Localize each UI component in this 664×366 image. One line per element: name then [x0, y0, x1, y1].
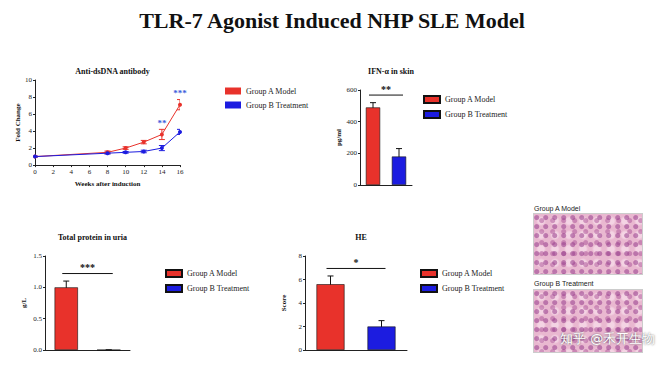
svg-text:Weeks after induction: Weeks after induction	[75, 180, 141, 188]
svg-text:Group A Model: Group A Model	[442, 269, 493, 278]
svg-text:Anti-dsDNA antibody: Anti-dsDNA antibody	[75, 67, 149, 76]
svg-text:pg/ml: pg/ml	[335, 129, 343, 146]
svg-text:Score: Score	[280, 295, 288, 312]
svg-text:2: 2	[29, 144, 33, 152]
svg-text:400: 400	[347, 118, 358, 126]
svg-text:**: **	[157, 118, 167, 128]
svg-text:*: *	[354, 257, 359, 268]
svg-text:8: 8	[29, 93, 33, 101]
html-text:Group B Treatment: Group B Treatment	[534, 280, 594, 287]
svg-text:0.5: 0.5	[33, 315, 42, 323]
svg-text:600: 600	[347, 86, 358, 94]
html-text:知乎 @禾开生物: 知乎 @禾开生物	[560, 331, 656, 346]
svg-text:8: 8	[299, 252, 303, 260]
svg-text:4: 4	[70, 168, 74, 176]
svg-text:10: 10	[122, 168, 130, 176]
svg-text:10: 10	[25, 76, 33, 84]
svg-text:Group B Treatment: Group B Treatment	[246, 101, 309, 110]
svg-text:1.0: 1.0	[33, 283, 42, 291]
svg-text:2: 2	[299, 323, 303, 331]
svg-text:4: 4	[299, 299, 303, 307]
svg-text:Group A Model: Group A Model	[187, 269, 238, 278]
svg-text:200: 200	[347, 149, 358, 157]
svg-text:Group A Model: Group A Model	[246, 87, 297, 96]
svg-text:g/L: g/L	[20, 298, 28, 308]
svg-text:6: 6	[88, 168, 92, 176]
svg-text:2: 2	[51, 168, 55, 176]
svg-text:6: 6	[29, 110, 33, 118]
svg-text:IFN-α in skin: IFN-α in skin	[368, 67, 414, 76]
svg-text:16: 16	[177, 168, 185, 176]
svg-text:***: ***	[80, 262, 95, 273]
svg-text:4: 4	[29, 127, 33, 135]
svg-text:0.0: 0.0	[33, 346, 42, 354]
svg-text:Group B Treatment: Group B Treatment	[187, 284, 250, 293]
html-text:TLR-7 Agonist Induced NHP SLE: TLR-7 Agonist Induced NHP SLE Model	[139, 8, 525, 33]
svg-text:Group B Treatment: Group B Treatment	[445, 110, 508, 119]
svg-text:HE: HE	[355, 233, 367, 242]
html-text:Group A Model: Group A Model	[534, 205, 581, 212]
svg-text:**: **	[381, 84, 391, 95]
svg-text:0: 0	[29, 161, 33, 169]
svg-text:Fold Change: Fold Change	[14, 103, 22, 141]
svg-text:8: 8	[106, 168, 110, 176]
svg-text:1.5: 1.5	[33, 252, 42, 260]
svg-text:Total protein in uria: Total protein in uria	[58, 233, 127, 242]
svg-text:***: ***	[173, 88, 187, 98]
svg-text:Group A Model: Group A Model	[445, 95, 496, 104]
svg-text:0: 0	[354, 181, 358, 189]
svg-text:Group B Treatment: Group B Treatment	[442, 284, 505, 293]
svg-text:12: 12	[140, 168, 148, 176]
svg-text:0: 0	[299, 346, 303, 354]
svg-text:14: 14	[158, 168, 166, 176]
svg-text:6: 6	[299, 276, 303, 284]
svg-text:0: 0	[33, 168, 37, 176]
